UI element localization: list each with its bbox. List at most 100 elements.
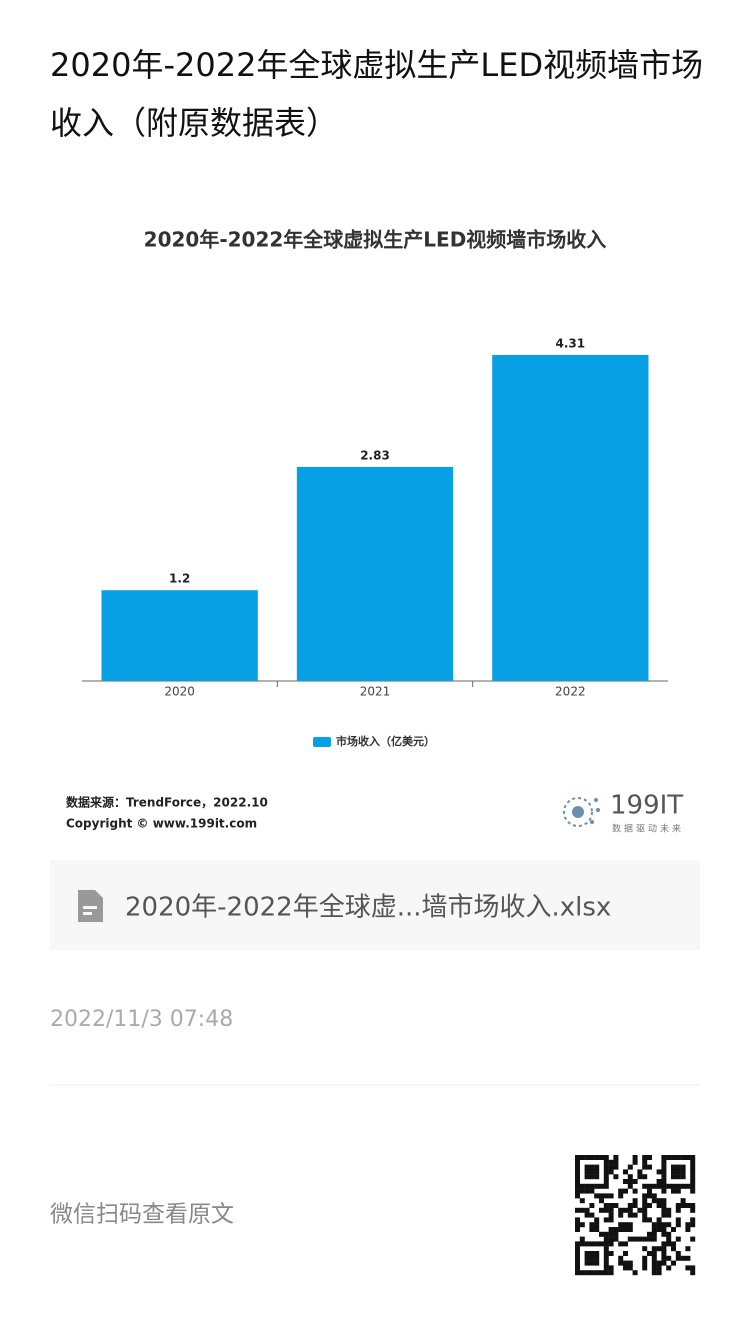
qr-module	[627, 1260, 633, 1266]
qr-module	[608, 1217, 614, 1223]
qr-module	[613, 1227, 619, 1232]
qr-module	[685, 1183, 691, 1189]
qr-module	[594, 1155, 600, 1160]
qr-module	[666, 1212, 672, 1218]
qr-module	[603, 1265, 609, 1271]
qr-module	[651, 1251, 657, 1256]
qr-module	[575, 1164, 580, 1170]
qr-module	[575, 1255, 580, 1261]
qr-module	[651, 1227, 657, 1232]
qr-module	[589, 1260, 595, 1266]
qr-module	[690, 1164, 696, 1170]
qr-module	[603, 1193, 609, 1199]
qr-module	[579, 1236, 585, 1242]
qr-module	[627, 1236, 633, 1242]
qr-module	[594, 1164, 600, 1170]
qr-module	[623, 1169, 628, 1175]
post-date: 2022/11/3 07:48	[50, 1007, 233, 1032]
qr-module	[685, 1203, 691, 1208]
qr-module	[647, 1188, 652, 1194]
qr-module	[603, 1217, 609, 1223]
qr-module	[623, 1251, 628, 1256]
qr-module	[675, 1169, 681, 1175]
value-label: 1.2	[169, 572, 190, 586]
qr-module	[666, 1265, 672, 1271]
x-tick-label: 2022	[555, 685, 586, 699]
qr-module	[613, 1236, 619, 1242]
qr-module	[685, 1155, 691, 1160]
qr-module	[666, 1231, 672, 1237]
qr-module	[656, 1183, 662, 1189]
qr-module	[671, 1183, 676, 1189]
qr-module	[613, 1159, 619, 1165]
qr-module	[642, 1246, 648, 1252]
qr-module	[589, 1174, 595, 1180]
qr-module	[685, 1246, 691, 1252]
qr-module	[599, 1193, 604, 1199]
qr-module	[671, 1227, 676, 1232]
qr-module	[618, 1188, 624, 1194]
qr-module	[594, 1217, 600, 1223]
qr-module	[680, 1255, 686, 1261]
qr-module	[579, 1207, 585, 1213]
qr-module	[651, 1198, 657, 1204]
qr-module	[608, 1212, 614, 1218]
qr-module	[575, 1246, 580, 1252]
qr-code[interactable]	[575, 1155, 696, 1276]
qr-module	[603, 1251, 609, 1256]
attachment-box[interactable]	[50, 860, 700, 950]
qr-module	[632, 1198, 638, 1204]
qr-module	[651, 1255, 657, 1261]
qr-module	[584, 1260, 590, 1266]
qr-module	[575, 1174, 580, 1180]
qr-module	[608, 1169, 614, 1175]
qr-module	[594, 1183, 600, 1189]
qr-module	[589, 1169, 595, 1175]
qr-module	[579, 1188, 585, 1194]
chart-title: 2020年-2022年全球虚拟生产LED视频墙市场收入	[144, 228, 607, 252]
qr-module	[656, 1246, 662, 1252]
qr-module	[623, 1260, 628, 1266]
qr-module	[680, 1174, 686, 1180]
qr-module	[671, 1188, 676, 1194]
qr-module	[579, 1198, 585, 1204]
bar	[101, 590, 258, 681]
qr-module	[584, 1183, 590, 1189]
qr-module	[589, 1255, 595, 1261]
qr-module	[589, 1155, 595, 1160]
qr-module	[661, 1241, 667, 1247]
qr-module	[661, 1255, 667, 1261]
qr-module	[584, 1251, 590, 1256]
qr-module	[675, 1217, 681, 1223]
qr-module	[589, 1212, 595, 1218]
qr-module	[603, 1241, 609, 1247]
qr-module	[642, 1198, 648, 1204]
qr-module	[627, 1212, 633, 1218]
qr-module	[651, 1260, 657, 1266]
qr-module	[575, 1155, 580, 1160]
qr-module	[579, 1222, 585, 1228]
qr-module	[613, 1174, 619, 1180]
qr-module	[575, 1188, 580, 1194]
qr-module	[584, 1164, 590, 1170]
logo-icon	[563, 797, 600, 827]
qr-module	[632, 1212, 638, 1218]
qr-module	[647, 1164, 652, 1170]
qr-module	[656, 1179, 662, 1184]
qr-module	[608, 1231, 614, 1237]
qr-module	[671, 1260, 676, 1266]
qr-module	[675, 1236, 681, 1242]
qr-module	[647, 1155, 652, 1160]
qr-module	[627, 1183, 633, 1189]
qr-module	[632, 1270, 638, 1276]
qr-module	[603, 1183, 609, 1189]
qr-module	[594, 1227, 600, 1232]
qr-module	[575, 1207, 580, 1213]
qr-module	[661, 1169, 667, 1175]
qr-module	[690, 1169, 696, 1175]
qr-module	[690, 1265, 696, 1271]
attachment-name[interactable]: 2020年-2022年全球虚...墙市场收入.xlsx	[125, 893, 611, 923]
qr-module	[608, 1251, 614, 1256]
qr-module	[603, 1236, 609, 1242]
